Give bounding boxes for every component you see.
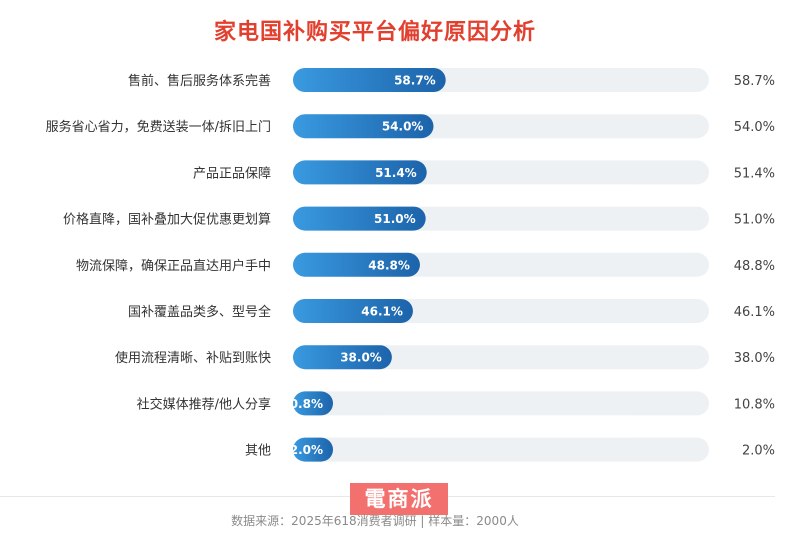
bar — [293, 206, 426, 231]
bar — [293, 299, 413, 323]
category-label: 物流保障，确保正品直达用户手中 — [76, 258, 271, 274]
bar-value-label: 2.0% — [290, 443, 323, 457]
bar-value-label: 10.8% — [281, 397, 323, 411]
bar — [293, 345, 392, 370]
bar — [293, 114, 434, 139]
bar-track — [293, 391, 709, 416]
bar-track — [293, 345, 709, 370]
value-label: 46.1% — [734, 305, 775, 320]
bar — [293, 252, 420, 277]
bar-value-label: 51.0% — [374, 212, 416, 226]
category-label: 价格直降，国补叠加大促优惠更划算 — [63, 212, 271, 228]
value-label: 51.4% — [734, 166, 775, 181]
bar — [293, 391, 333, 416]
brand-logo: 電商派 — [350, 483, 448, 515]
value-label: 10.8% — [734, 397, 775, 412]
category-label: 售前、售后服务体系完善 — [128, 73, 271, 89]
value-label: 38.0% — [734, 351, 775, 366]
category-label: 其他 — [245, 444, 271, 459]
bar-chart: 售前、售后服务体系完善 58.7% 58.7% 服务省心省力，免费送装一体/拆旧上门 5… — [46, 68, 775, 462]
value-label: 51.0% — [734, 213, 775, 228]
data-source-note: 数据来源：2025年618消费者调研 | 样本量：2000人 — [231, 514, 519, 528]
bar — [293, 68, 446, 92]
category-label: 社交媒体推荐/他人分享 — [137, 396, 271, 412]
bar-value-label: 46.1% — [361, 305, 403, 319]
chart-title: 家电国补购买平台偏好原因分析 — [213, 20, 536, 45]
bar-track — [293, 437, 709, 462]
value-label: 2.0% — [742, 444, 775, 459]
value-label: 48.8% — [734, 259, 775, 274]
bar-value-label: 58.7% — [394, 74, 436, 88]
bar-value-label: 51.4% — [375, 166, 417, 180]
bar — [293, 437, 333, 462]
category-label: 使用流程清晰、补贴到账快 — [115, 350, 271, 366]
bar-value-label: 48.8% — [368, 258, 410, 272]
bar-value-label: 54.0% — [382, 120, 424, 134]
category-label: 服务省心省力，免费送装一体/拆旧上门 — [46, 119, 271, 135]
value-label: 58.7% — [734, 74, 775, 89]
category-label: 产品正品保障 — [193, 166, 271, 181]
category-label: 国补覆盖品类多、型号全 — [128, 304, 271, 320]
bar — [293, 160, 427, 185]
value-label: 54.0% — [734, 120, 775, 135]
bar-value-label: 38.0% — [340, 351, 382, 365]
